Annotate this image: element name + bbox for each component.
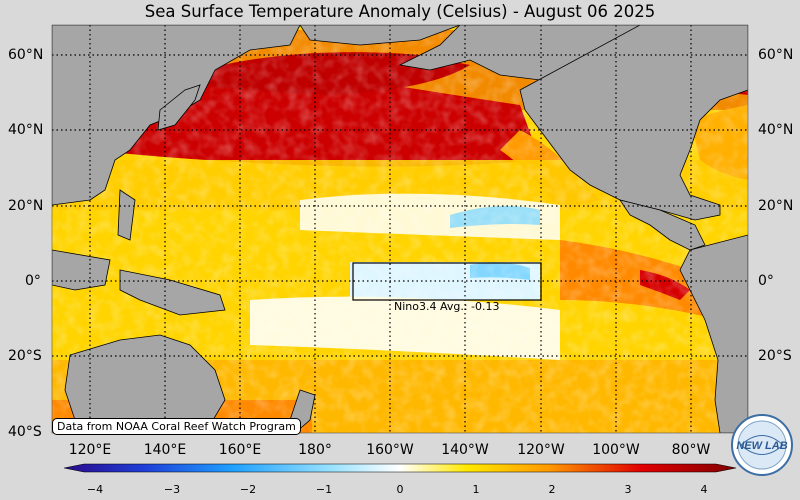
lab-logo: NEW LAB	[731, 414, 793, 476]
nino34-average-label: Nino3.4 Avg.: -0.13	[394, 300, 500, 313]
lat-label-left: 20°N	[8, 198, 44, 214]
colorbar	[63, 463, 737, 473]
colorbar-tick: −1	[315, 483, 333, 496]
lat-label-right: 60°N	[758, 47, 794, 63]
lon-label: 140°E	[143, 442, 187, 458]
lat-label-left: 40°S	[8, 424, 42, 440]
lon-label: 180°	[298, 442, 332, 458]
data-credit: Data from NOAA Coral Reef Watch Program	[52, 418, 301, 435]
nino34-box	[352, 262, 542, 301]
lat-label-left: 20°S	[8, 348, 42, 364]
lon-label: 160°E	[218, 442, 262, 458]
colorbar-tick: 0	[396, 483, 404, 496]
lon-label: 140°W	[441, 442, 489, 458]
lat-label-right: 20°S	[758, 348, 792, 364]
land-masses	[52, 25, 748, 433]
lon-label: 160°W	[366, 442, 414, 458]
colorbar-tick: −2	[239, 483, 257, 496]
lon-label: 120°E	[68, 442, 112, 458]
lat-label-left: 0°	[25, 273, 41, 289]
lon-label: 80°W	[671, 442, 711, 458]
lat-label-left: 60°N	[8, 47, 44, 63]
colorbar-tick: −4	[86, 483, 104, 496]
graticule	[52, 25, 748, 433]
lon-label: 100°W	[592, 442, 640, 458]
map-title: Sea Surface Temperature Anomaly (Celsius…	[144, 2, 656, 21]
lat-label-right: 40°N	[758, 122, 794, 138]
colorbar-tick: 4	[700, 483, 708, 496]
colorbar-tick: 3	[624, 483, 632, 496]
colorbar-tick: −3	[163, 483, 181, 496]
lat-label-right: 20°N	[758, 198, 794, 214]
lat-label-left: 40°N	[8, 122, 44, 138]
anomaly-field	[52, 25, 748, 433]
lat-label-right: 0°	[758, 273, 774, 289]
colorbar-tick: 2	[548, 483, 556, 496]
colorbar-tick: 1	[472, 483, 480, 496]
lon-label: 120°W	[517, 442, 565, 458]
logo-text: NEW LAB	[736, 440, 787, 452]
